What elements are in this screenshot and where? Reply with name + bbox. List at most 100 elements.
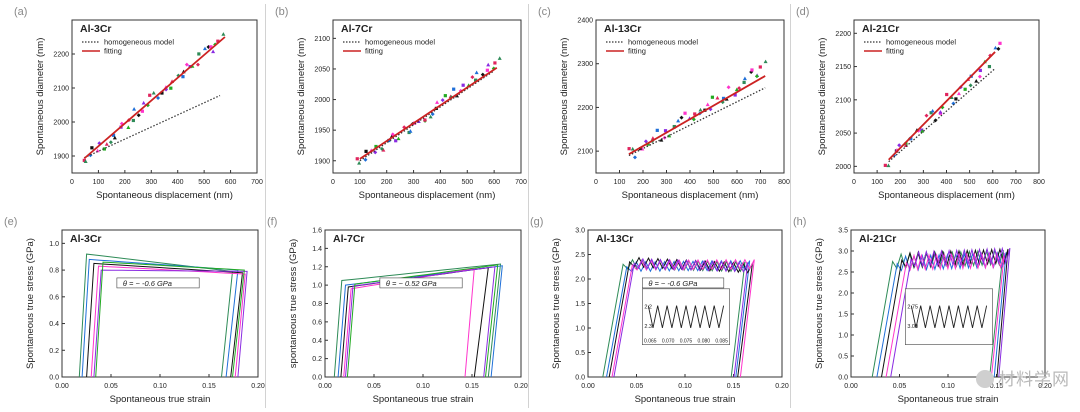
data-point xyxy=(758,65,762,69)
data-point xyxy=(721,96,726,100)
panel-label: (g) xyxy=(530,216,543,228)
chart-title: Al-3Cr xyxy=(80,23,112,35)
data-point xyxy=(883,163,887,167)
data-point xyxy=(428,114,433,119)
annotation-text: θ = ~ -0.6 GPa xyxy=(123,279,172,288)
data-point xyxy=(710,95,715,99)
x-tick-label: 0.05 xyxy=(630,383,644,390)
data-point xyxy=(440,98,445,103)
data-point xyxy=(733,93,737,97)
y-tick-label: 0.8 xyxy=(312,301,322,308)
data-point xyxy=(938,110,943,114)
y-tick-label: 3.5 xyxy=(838,228,848,235)
x-tick-label: 100 xyxy=(614,179,626,186)
y-axis-label: Spontaneous true stress (GPa) xyxy=(814,238,825,369)
chart-title: Al-21Cr xyxy=(859,233,896,245)
x-axis-label: Spontaneous displacement (nm) xyxy=(878,190,1015,201)
chart-title: Al-21Cr xyxy=(862,23,899,35)
data-point xyxy=(632,155,637,160)
x-tick-label: 400 xyxy=(435,179,447,186)
inset-y-tick-label: 2.2 xyxy=(644,304,652,310)
data-point xyxy=(974,79,979,83)
data-point xyxy=(470,75,475,80)
data-point xyxy=(82,158,86,162)
plot-frame xyxy=(71,19,258,174)
watermark-text: 材料学网 xyxy=(998,370,1070,390)
x-tick-label: 0.00 xyxy=(318,383,332,390)
x-tick-label: 700 xyxy=(1010,179,1022,186)
chart-title: Al-13Cr xyxy=(604,23,641,35)
stress-strain-curve xyxy=(345,266,496,378)
data-point xyxy=(954,97,958,101)
y-tick-label: 2200 xyxy=(53,52,69,59)
annotation-box xyxy=(379,277,463,289)
panel-label: (b) xyxy=(275,6,288,18)
data-point xyxy=(655,128,659,132)
x-axis-label: Spontaneous true strain xyxy=(635,394,736,405)
data-point xyxy=(672,124,676,129)
y-tick-label: 1.2 xyxy=(312,264,322,271)
data-point xyxy=(987,64,992,69)
y-tick-label: 2000 xyxy=(53,120,69,127)
data-point xyxy=(364,149,368,153)
y-axis-label: Spontaneous true stress (GPa) xyxy=(551,238,562,369)
stress-strain-curve xyxy=(90,265,246,378)
x-tick-label: 500 xyxy=(964,179,976,186)
panel-label: (a) xyxy=(14,6,27,18)
panel-g: (g) 0.00 0.05 0.10 0.15 0.20 0.0 0.5 1.0 1.5 2.0 2.… xyxy=(530,216,789,405)
data-point xyxy=(968,83,973,88)
y-axis-label: Spontaneous true stress (GPa) xyxy=(25,238,36,369)
x-tick-label: 300 xyxy=(408,179,420,186)
y-tick-label: 2000 xyxy=(835,164,851,171)
y-tick-label: 0.5 xyxy=(838,354,848,361)
data-point xyxy=(742,80,746,85)
x-tick-label: 700 xyxy=(515,179,527,186)
data-point xyxy=(683,111,687,115)
y-tick-label: 0.5 xyxy=(575,350,585,357)
fitting-line xyxy=(628,75,766,155)
data-point xyxy=(195,62,200,67)
x-tick-label: 500 xyxy=(198,179,210,186)
x-tick-label: 0.15 xyxy=(727,383,741,390)
legend-label-fit: fitting xyxy=(886,47,904,56)
model-line xyxy=(888,68,996,163)
data-point xyxy=(102,147,106,151)
y-tick-label: 2200 xyxy=(577,105,593,112)
chart-title: Al-13Cr xyxy=(596,233,633,245)
stress-strain-curve xyxy=(346,264,499,378)
data-point xyxy=(998,41,1002,45)
x-tick-label: 0.05 xyxy=(104,383,118,390)
data-point xyxy=(920,129,925,133)
data-point xyxy=(202,46,207,51)
y-tick-label: 1.0 xyxy=(575,326,585,333)
data-point xyxy=(763,59,768,64)
x-tick-label: 700 xyxy=(755,179,767,186)
x-tick-label: 0.00 xyxy=(581,383,595,390)
data-point xyxy=(90,146,94,150)
model-line xyxy=(84,94,221,159)
data-point xyxy=(486,62,491,67)
chart-title: Al-7Cr xyxy=(333,233,365,245)
x-axis-label: Spontaneous displacement (nm) xyxy=(96,190,233,201)
data-point xyxy=(104,142,109,146)
x-tick-label: 600 xyxy=(731,179,743,186)
data-point xyxy=(754,74,759,79)
data-point xyxy=(452,87,456,91)
data-point xyxy=(693,112,697,116)
stress-strain-curve xyxy=(613,257,749,378)
data-point xyxy=(996,46,1001,51)
data-point xyxy=(930,108,935,113)
annotation-text: θ = ~ -0.6 GPa xyxy=(648,279,697,288)
data-point xyxy=(111,133,116,137)
y-axis-label: spontaneous true stress (GPa) xyxy=(288,239,299,368)
y-axis-label: Spontaneous diameter (nm) xyxy=(296,38,307,156)
data-point xyxy=(949,95,954,100)
inset-y-tick-label: 3.00 xyxy=(907,324,918,330)
x-tick-label: 300 xyxy=(661,179,673,186)
data-point xyxy=(148,93,152,97)
data-point xyxy=(131,118,135,123)
data-point xyxy=(679,115,684,120)
y-tick-label: 2100 xyxy=(314,36,330,43)
data-point xyxy=(705,102,710,107)
